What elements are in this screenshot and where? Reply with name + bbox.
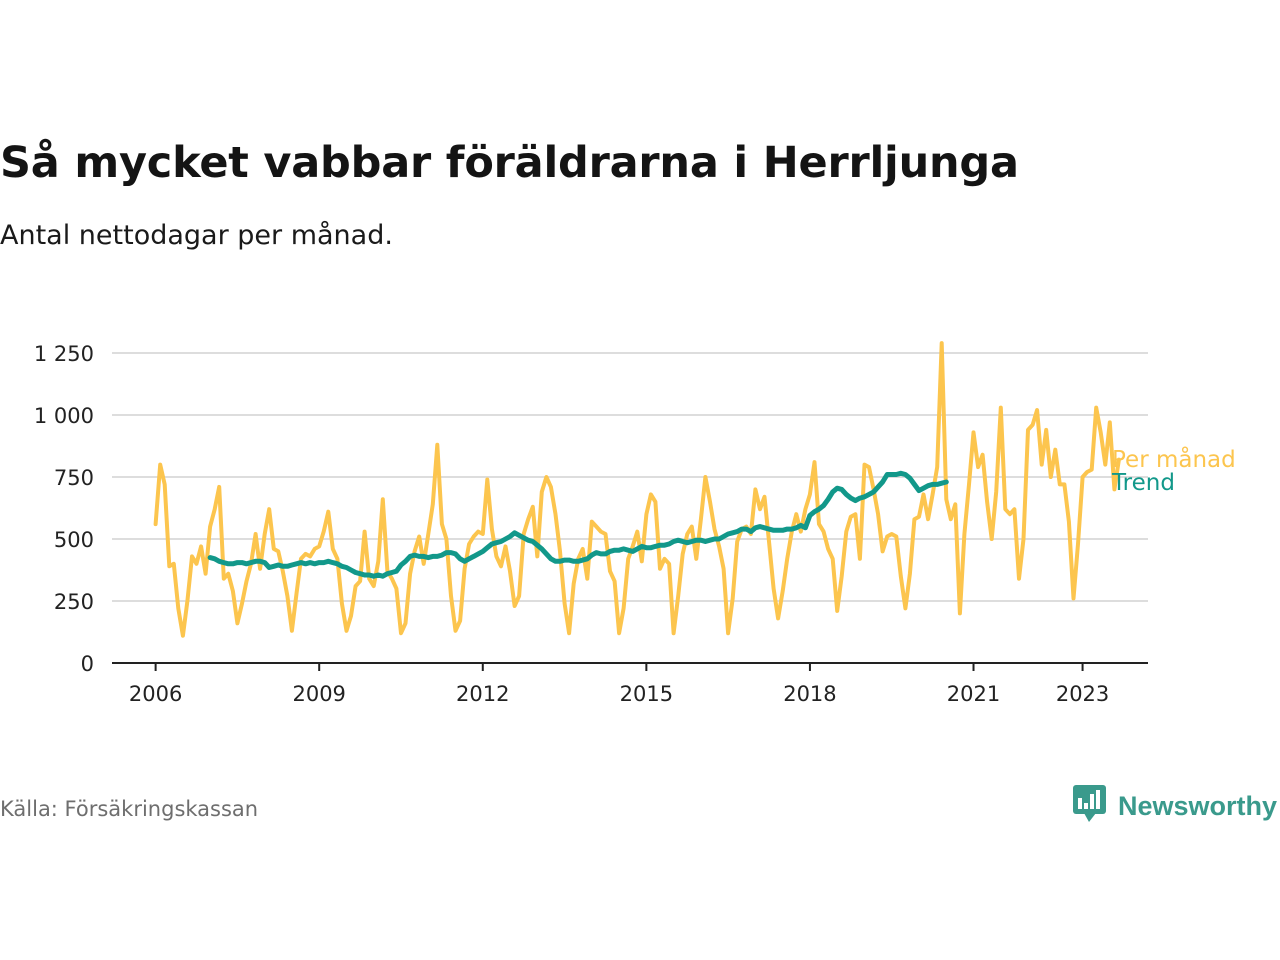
x-tick-label: 2021: [947, 682, 1000, 706]
legend-per-manad: Per månad: [1112, 445, 1236, 473]
x-tick-label: 2015: [620, 682, 673, 706]
chart-subtitle: Antal nettodagar per månad.: [0, 220, 393, 251]
x-tick-label: 2006: [129, 682, 182, 706]
series-per-manad-line: [153, 341, 1121, 638]
y-tick-label: 500: [54, 528, 94, 552]
x-tick-label: 2009: [292, 682, 345, 706]
series-trend-line: [207, 470, 949, 579]
y-tick-label: 1 250: [34, 342, 94, 366]
y-tick-label: 250: [54, 590, 94, 614]
y-tick-label: 750: [54, 466, 94, 490]
gridlines: [112, 352, 1148, 602]
newsworthy-logo-icon: [1072, 784, 1108, 828]
x-tick-label: 2023: [1056, 682, 1109, 706]
x-tick-label: 2018: [783, 682, 836, 706]
x-tick-label: 2012: [456, 682, 509, 706]
chart: 0 250 500 750 1 000 1 250 2006 2009 2012 2015 201…: [34, 341, 1236, 706]
brand-logo[interactable]: Newsworthy: [1072, 784, 1277, 828]
chart-title: Så mycket vabbar föräldrarna i Herrljung…: [0, 138, 1019, 188]
series-group: [153, 341, 1121, 638]
source-note: Källa: Försäkringskassan: [0, 797, 259, 821]
legend-trend: Trend: [1111, 470, 1175, 496]
brand-name: Newsworthy: [1118, 790, 1278, 821]
x-axis: 2006 2009 2012 2015 2018 2021 2023: [112, 662, 1148, 706]
y-axis: 0 250 500 750 1 000 1 250: [34, 342, 94, 676]
y-tick-label: 1 000: [34, 404, 94, 428]
y-tick-label: 0: [81, 652, 94, 676]
